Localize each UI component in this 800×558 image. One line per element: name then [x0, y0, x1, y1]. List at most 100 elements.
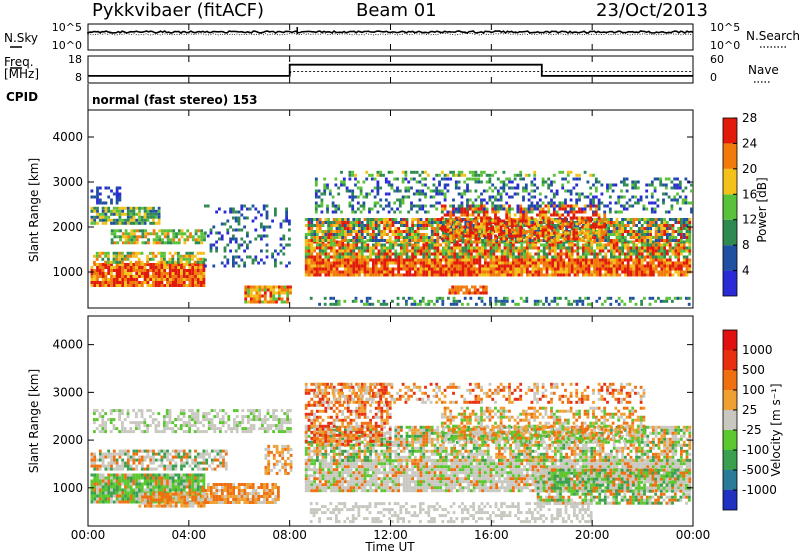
power-cell [361, 250, 364, 253]
power-cell [266, 217, 269, 220]
power-cell [132, 255, 135, 258]
power-cell [403, 221, 406, 224]
power-cell [660, 271, 663, 274]
power-cell [133, 238, 136, 241]
power-cell [473, 271, 476, 274]
power-cell [425, 227, 428, 230]
power-cell [584, 205, 587, 208]
power-cell [658, 230, 661, 233]
power-cell [114, 229, 117, 232]
power-cell [246, 247, 249, 250]
power-cell [462, 262, 465, 265]
power-cell [385, 193, 388, 196]
power-cell [417, 271, 420, 274]
power-cell [466, 211, 469, 214]
power-cell [141, 252, 144, 255]
power-cell [413, 178, 416, 181]
power-cell [663, 274, 666, 277]
velocity-cell [124, 495, 127, 498]
power-cell [567, 205, 570, 208]
power-cell [526, 256, 529, 259]
power-cell [322, 221, 325, 224]
power-cell [396, 187, 399, 190]
power-cell [319, 230, 322, 233]
power-cell [646, 271, 649, 274]
velocity-cell [102, 492, 105, 495]
power-cell [534, 300, 537, 303]
power-cell [452, 235, 455, 238]
power-cell [144, 266, 147, 269]
power-cell [609, 211, 612, 214]
power-cell [186, 275, 189, 278]
power-cell [501, 262, 504, 265]
power-cell [157, 252, 160, 255]
power-cell [260, 235, 263, 238]
power-cell [267, 286, 270, 289]
power-cell [305, 250, 308, 253]
power-cell [492, 250, 495, 253]
power-cell [575, 202, 578, 205]
velocity-cell [91, 501, 94, 504]
power-cell [649, 262, 652, 265]
power-cell [644, 259, 647, 262]
power-cell [197, 266, 200, 269]
power-cell [589, 193, 592, 196]
power-cell [621, 239, 624, 242]
power-cell [355, 271, 358, 274]
power-cell [170, 241, 173, 244]
power-cell [333, 274, 336, 277]
power-cell [149, 213, 152, 216]
power-cell [531, 217, 534, 220]
power-cell [372, 227, 375, 230]
power-cell [127, 252, 130, 255]
power-cell [578, 193, 581, 196]
power-cell [152, 222, 155, 225]
power-cell [330, 274, 333, 277]
power-cell [652, 271, 655, 274]
power-cell [338, 253, 341, 256]
power-cell [559, 205, 562, 208]
power-cell [310, 262, 313, 265]
power-cell [405, 178, 408, 181]
power-cell [116, 193, 119, 196]
power-cell [425, 244, 428, 247]
power-cell [392, 218, 395, 221]
power-cell [144, 210, 147, 213]
power-cell [218, 232, 221, 235]
power-cell [316, 247, 319, 250]
power-cell [574, 274, 577, 277]
power-cell [136, 238, 139, 241]
power-cell [406, 256, 409, 259]
power-cell [333, 236, 336, 239]
power-cell [203, 275, 206, 278]
power-cell [389, 262, 392, 265]
power-cell [91, 216, 94, 219]
power-cell [612, 184, 615, 187]
power-cell [683, 236, 686, 239]
power-cell [537, 262, 540, 265]
power-cell [643, 297, 646, 300]
power-cell [127, 255, 130, 258]
power-cell [553, 220, 556, 223]
power-cell [518, 247, 521, 250]
power-cell [430, 196, 433, 199]
power-cell [529, 239, 532, 242]
power-cell [542, 211, 545, 214]
power-cell [253, 301, 256, 304]
power-cell [529, 253, 532, 256]
power-cell [369, 256, 372, 259]
power-cell [536, 220, 539, 223]
power-cell [481, 271, 484, 274]
power-cell [403, 230, 406, 233]
power-cell [411, 244, 414, 247]
velocity-cell [124, 498, 127, 501]
power-cell [579, 265, 582, 268]
power-cell [550, 184, 553, 187]
power-cell [553, 202, 556, 205]
power-cell [91, 266, 94, 269]
power-cell [495, 250, 498, 253]
power-cell [621, 300, 624, 303]
power-cell [207, 235, 210, 238]
power-cell [102, 213, 105, 216]
power-cell [343, 181, 346, 184]
